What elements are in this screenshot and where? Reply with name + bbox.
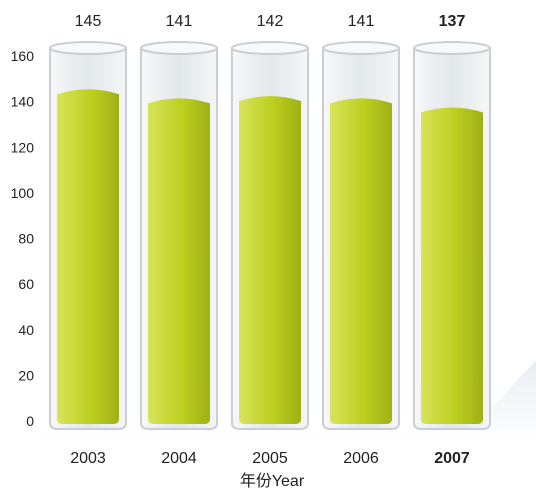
value-label-2004: 141 (166, 13, 193, 30)
bar-tube-2003 (49, 41, 127, 430)
bar-2005 (239, 96, 301, 424)
bar-2004 (148, 98, 210, 424)
tube-rim (140, 41, 218, 55)
tube-rim (322, 41, 400, 55)
y-axis: 0 20 40 60 80 100 120 140 160 (11, 48, 35, 429)
bar-tube-2007 (413, 41, 491, 430)
y-tick-label: 40 (18, 322, 34, 338)
y-tick-label: 20 (18, 367, 34, 383)
tube-rim (49, 41, 127, 55)
x-tick-label-2006: 2006 (343, 450, 379, 467)
bar-tube-2004 (140, 41, 218, 430)
bar-series (49, 41, 491, 430)
floor-plane (40, 360, 536, 440)
bar-2007 (421, 107, 483, 424)
y-tick-label: 80 (18, 231, 34, 247)
x-axis-title: 年份Year (240, 472, 305, 490)
x-axis: 2003 2004 2005 2006 2007 (70, 450, 470, 467)
value-label-2003: 145 (75, 13, 102, 30)
value-label-2006: 141 (348, 13, 375, 30)
x-tick-label-2004: 2004 (161, 450, 197, 467)
y-tick-label: 120 (11, 139, 35, 155)
bar-tube-2005 (231, 41, 309, 430)
x-tick-label-2005: 2005 (252, 450, 288, 467)
floor-shadow (40, 360, 536, 440)
tube-rim (231, 41, 309, 55)
y-tick-label: 60 (18, 276, 34, 292)
data-labels: 145 141 142 141 137 (75, 13, 466, 30)
bar-tube-2006 (322, 41, 400, 430)
x-tick-label-2007: 2007 (434, 450, 470, 467)
bar-2003 (57, 89, 119, 424)
y-tick-label: 100 (11, 185, 35, 201)
y-tick-label: 140 (11, 94, 35, 110)
bar-2006 (330, 98, 392, 424)
y-tick-label: 0 (26, 413, 34, 429)
value-label-2007: 137 (439, 13, 466, 30)
x-tick-label-2003: 2003 (70, 450, 106, 467)
tube-rim (413, 41, 491, 55)
value-label-2005: 142 (257, 13, 284, 30)
y-tick-label: 160 (11, 48, 35, 64)
